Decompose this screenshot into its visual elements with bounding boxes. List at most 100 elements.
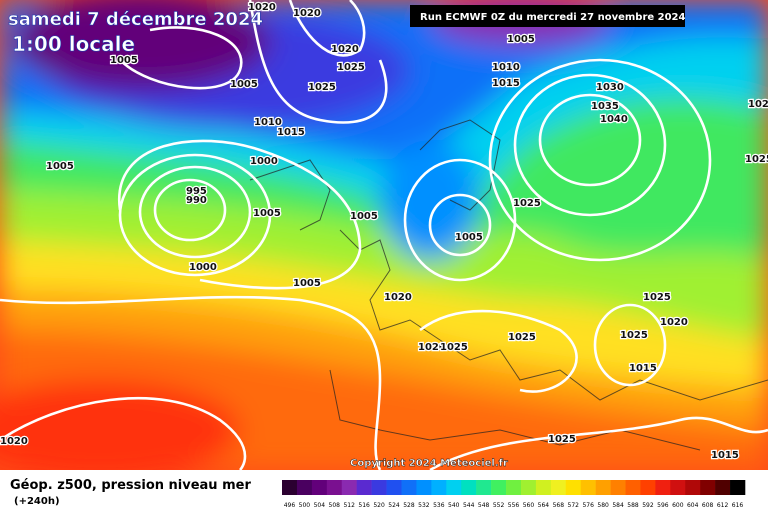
legend-swatch [535, 480, 552, 495]
legend-swatch [296, 480, 313, 495]
legend-label: 528 [403, 502, 415, 509]
legend-swatch [655, 480, 671, 495]
legend-label: 496 [284, 502, 296, 509]
footer-title: Géop. z500, pression niveau mer [10, 478, 251, 493]
isobar-label: 1025 [548, 434, 576, 445]
legend-swatch [565, 480, 582, 495]
isobar-label: 1025 [513, 198, 541, 209]
legend-label: 604 [687, 502, 699, 509]
isobar-label: 1025 [748, 99, 768, 110]
isobar-label: 995 [186, 186, 207, 197]
isobar-label: 1020 [248, 2, 276, 13]
legend-swatch [326, 480, 343, 495]
isobar-labels: 1020102010051005102010251025101010151000… [0, 1, 768, 463]
isobar-label: 1005 [293, 278, 321, 289]
legend-label: 540 [448, 502, 460, 509]
legend-label: 508 [329, 502, 341, 509]
isobar-label: 1005 [46, 161, 74, 172]
legend-swatch [311, 480, 328, 495]
legend-swatch [446, 480, 462, 495]
isobar-label: 1025 [440, 342, 468, 353]
isobar-label: 1020 [0, 436, 28, 447]
legend-swatch [431, 480, 447, 495]
legend-label: 524 [388, 502, 400, 509]
time-subtitle: 1:00 locale [12, 32, 135, 56]
legend-label: 568 [553, 502, 565, 509]
legend-swatch [491, 480, 507, 495]
isobar-label: 1005 [110, 55, 138, 66]
legend-swatch [416, 480, 432, 495]
legend-label: 572 [568, 502, 580, 509]
legend-label: 608 [702, 502, 714, 509]
isobar-label: 1035 [591, 101, 619, 112]
legend-swatch [730, 480, 746, 495]
legend-swatch [506, 480, 522, 495]
legend-label: 544 [463, 502, 475, 509]
run-text: Run ECMWF 0Z du mercredi 27 novembre 202… [420, 12, 686, 23]
legend-label: 520 [373, 502, 385, 509]
legend-swatch [550, 480, 567, 495]
isobar-label: 1020 [660, 317, 688, 328]
legend-label: 504 [314, 502, 326, 509]
legend-swatch [670, 480, 686, 495]
legend-swatch [282, 480, 298, 495]
isobar-label: 1005 [350, 211, 378, 222]
isobar-label: 1015 [277, 127, 305, 138]
legend-label: 548 [478, 502, 490, 509]
legend-swatch [715, 480, 731, 495]
legend-swatch [356, 480, 372, 495]
legend-swatch [700, 480, 716, 495]
legend-swatch [520, 480, 537, 495]
isobar-label: 1010 [254, 117, 282, 128]
isobar-label: 1025 [620, 330, 648, 341]
isobar-label: 990 [186, 195, 207, 206]
legend-label: 556 [508, 502, 520, 509]
isobar-label: 1040 [600, 114, 628, 125]
field: 1020102010051005102010251025101010151000… [0, 0, 768, 470]
color-legend: 496 500 504 508 512 516 520 524 528 532 536 540 544 5… [282, 480, 746, 509]
legend-label: 596 [657, 502, 669, 509]
legend-swatch [640, 480, 656, 495]
legend-label: 564 [538, 502, 550, 509]
isobar-label: 1015 [492, 78, 520, 89]
isobar-label: 1020 [293, 8, 321, 19]
legend-swatch [685, 480, 701, 495]
run-banner [410, 5, 685, 27]
legend-swatch [386, 480, 402, 495]
date-title: samedi 7 décembre 2024 [8, 9, 263, 30]
legend-label: 584 [612, 502, 624, 509]
isobar-label: 1000 [189, 262, 217, 273]
legend-swatch [371, 480, 387, 495]
legend-label: 532 [418, 502, 430, 509]
isobar-label: 1015 [711, 450, 739, 461]
legend-swatch [341, 480, 357, 495]
legend-label: 552 [493, 502, 505, 509]
isobar-label: 1005 [230, 79, 258, 90]
isobar-label: 1020 [384, 292, 412, 303]
copyright: Copyright 2024 Meteociel.fr [350, 458, 508, 469]
isobar-label: 1005 [507, 34, 535, 45]
legend-label: 500 [299, 502, 311, 509]
legend-swatch [610, 480, 626, 495]
isobar-label: 1015 [629, 363, 657, 374]
footer-lead: (+240h) [14, 496, 60, 507]
legend-label: 576 [582, 502, 594, 509]
legend-swatch [595, 480, 611, 495]
isobar-label: 1000 [250, 156, 278, 167]
isobar-label: 1010 [492, 62, 520, 73]
legend-label: 516 [358, 502, 370, 509]
legend-label: 536 [433, 502, 445, 509]
isobar-label: 1025 [745, 154, 768, 165]
isobar-label: 1025 [643, 292, 671, 303]
legend-label: 512 [343, 502, 355, 509]
legend-swatch [461, 480, 477, 495]
legend-swatch [625, 480, 641, 495]
legend-label: 560 [523, 502, 535, 509]
legend-label: 612 [717, 502, 729, 509]
legend-swatch [580, 480, 596, 495]
legend-label: 600 [672, 502, 684, 509]
isobar-label: 1025 [508, 332, 536, 343]
isobar-label: 1025 [337, 62, 365, 73]
isobar-label: 1025 [308, 82, 336, 93]
